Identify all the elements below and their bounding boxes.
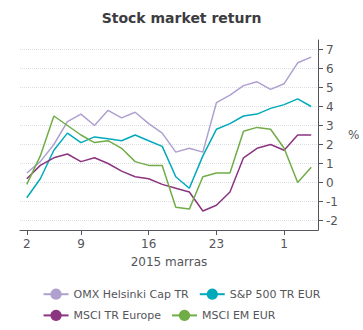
svg-text:OMX Helsinki Cap TR: OMX Helsinki Cap TR xyxy=(74,288,190,301)
svg-text:2: 2 xyxy=(326,138,334,152)
svg-text:23: 23 xyxy=(209,237,224,251)
svg-text:5: 5 xyxy=(326,81,334,95)
svg-text:Stock market return: Stock market return xyxy=(102,10,262,26)
svg-text:9: 9 xyxy=(77,237,85,251)
svg-text:1: 1 xyxy=(280,237,288,251)
svg-text:-1: -1 xyxy=(326,195,338,209)
svg-text:2: 2 xyxy=(23,237,31,251)
svg-text:MSCI EM EUR: MSCI EM EUR xyxy=(202,309,276,322)
svg-text:7: 7 xyxy=(326,43,334,57)
svg-text:3: 3 xyxy=(326,119,334,133)
svg-text:MSCI TR Europe: MSCI TR Europe xyxy=(74,309,162,322)
svg-text:2015 marras: 2015 marras xyxy=(131,255,208,269)
svg-text:4: 4 xyxy=(326,100,334,114)
svg-text:1: 1 xyxy=(326,157,334,171)
svg-text:-2: -2 xyxy=(326,214,338,228)
svg-text:6: 6 xyxy=(326,62,334,76)
svg-text:16: 16 xyxy=(141,237,156,251)
svg-text:%: % xyxy=(348,128,359,142)
svg-text:0: 0 xyxy=(326,176,334,190)
svg-text:S&P 500 TR EUR: S&P 500 TR EUR xyxy=(230,288,321,301)
